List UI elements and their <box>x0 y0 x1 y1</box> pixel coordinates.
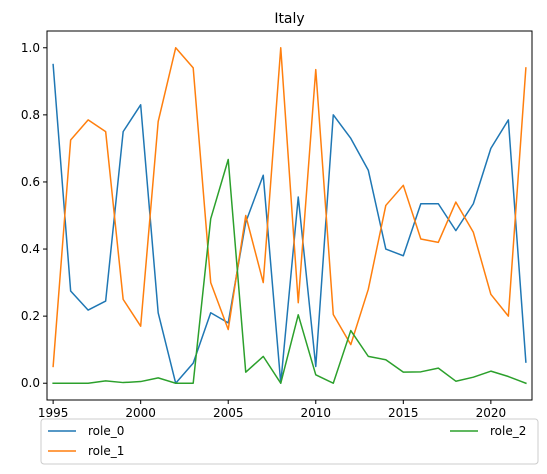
legend-label-role_2: role_2 <box>490 424 526 438</box>
plot-frame <box>46 30 533 401</box>
x-tick-label: 2005 <box>213 406 244 420</box>
legend-label-role_0: role_0 <box>88 424 124 438</box>
y-tick-label: 0.4 <box>21 242 40 256</box>
x-axis: 1995 2000 2005 2010 2015 2020 <box>38 400 506 420</box>
y-tick-label: 0.2 <box>21 309 40 323</box>
x-tick-label: 1995 <box>38 406 69 420</box>
series-line-role_2 <box>52 158 527 385</box>
series-line-role_1 <box>52 47 527 368</box>
x-tick-label: 2000 <box>125 406 156 420</box>
legend: role_0 role_1 role_2 <box>40 418 539 465</box>
legend-frame <box>40 418 539 465</box>
x-tick-label: 2020 <box>476 406 507 420</box>
y-tick-label: 0.0 <box>21 376 40 390</box>
y-tick-label: 0.6 <box>21 175 40 189</box>
y-tick-label: 0.8 <box>21 108 40 122</box>
y-tick-label: 1.0 <box>21 41 40 55</box>
chart-title: Italy <box>274 11 304 27</box>
y-axis: 0.0 0.2 0.4 0.6 0.8 1.0 <box>21 41 47 390</box>
series-line-role_0 <box>52 63 527 384</box>
legend-label-role_1: role_1 <box>88 444 124 458</box>
x-tick-label: 2015 <box>388 406 419 420</box>
x-tick-label: 2010 <box>300 406 331 420</box>
plot-area <box>47 31 532 400</box>
series-layer <box>52 47 527 385</box>
